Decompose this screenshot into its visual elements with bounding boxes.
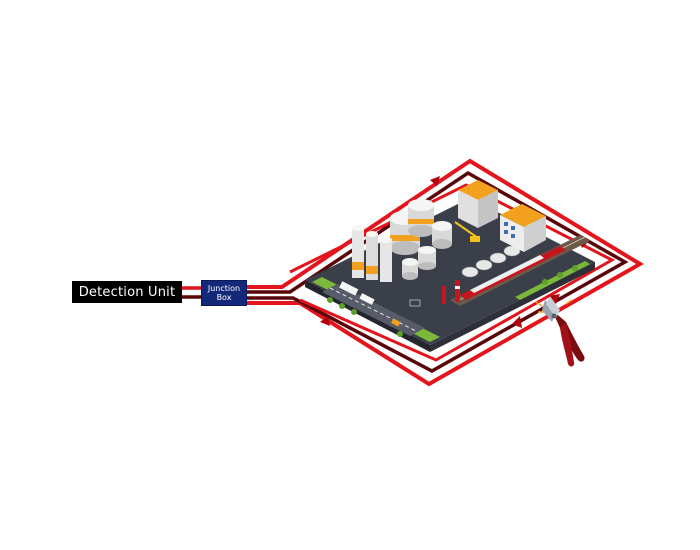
inner-cable-loop bbox=[245, 170, 629, 373]
junction-box-label-line1: Junction bbox=[207, 284, 241, 293]
detection-unit: Detection Unit bbox=[72, 281, 182, 303]
junction-box-label-line2: Box bbox=[216, 293, 232, 302]
facility-illustration-icon bbox=[305, 180, 595, 352]
detection-unit-label: Detection Unit bbox=[78, 284, 176, 300]
wire-cutter-icon bbox=[535, 296, 585, 367]
junction-box: Junction Box bbox=[201, 280, 247, 306]
feed-cable bbox=[182, 286, 201, 299]
